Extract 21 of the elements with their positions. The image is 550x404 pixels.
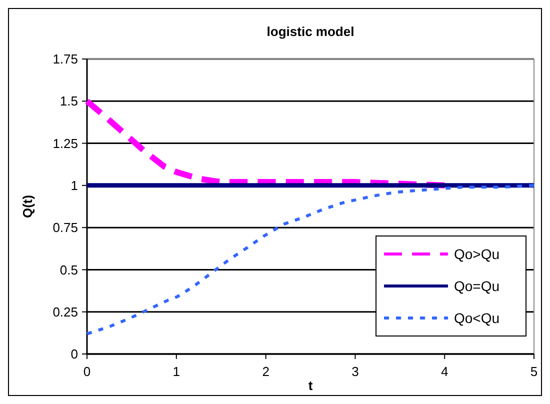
- y-tick-label: 1.75: [52, 52, 78, 67]
- legend-label: Qo<Qu: [454, 310, 500, 326]
- x-tick-label: 2: [262, 364, 270, 379]
- line-series: [86, 184, 536, 336]
- y-axis-title: Q(t): [20, 194, 35, 218]
- y-tick-label: 0.5: [60, 262, 78, 278]
- x-tick-label: 3: [352, 364, 359, 379]
- chart-title: logistic model: [266, 24, 354, 39]
- y-tick-label: 1.25: [52, 136, 78, 151]
- legend-label: Qo>Qu: [454, 246, 500, 262]
- legend-label: Qo=Qu: [454, 278, 500, 294]
- y-tick-label: 0.75: [52, 220, 78, 236]
- x-tick-label: 0: [83, 364, 91, 379]
- y-tick-label: 1: [70, 178, 78, 193]
- y-tick-label: 0: [70, 346, 78, 362]
- x-tick-label: 4: [440, 364, 448, 379]
- y-tick-label: 1.5: [60, 94, 78, 109]
- x-axis-title: t: [308, 378, 314, 393]
- x-tick-label: 1: [172, 364, 180, 379]
- y-tick-label: 0.25: [52, 304, 78, 320]
- x-tick-label: 5: [530, 364, 538, 379]
